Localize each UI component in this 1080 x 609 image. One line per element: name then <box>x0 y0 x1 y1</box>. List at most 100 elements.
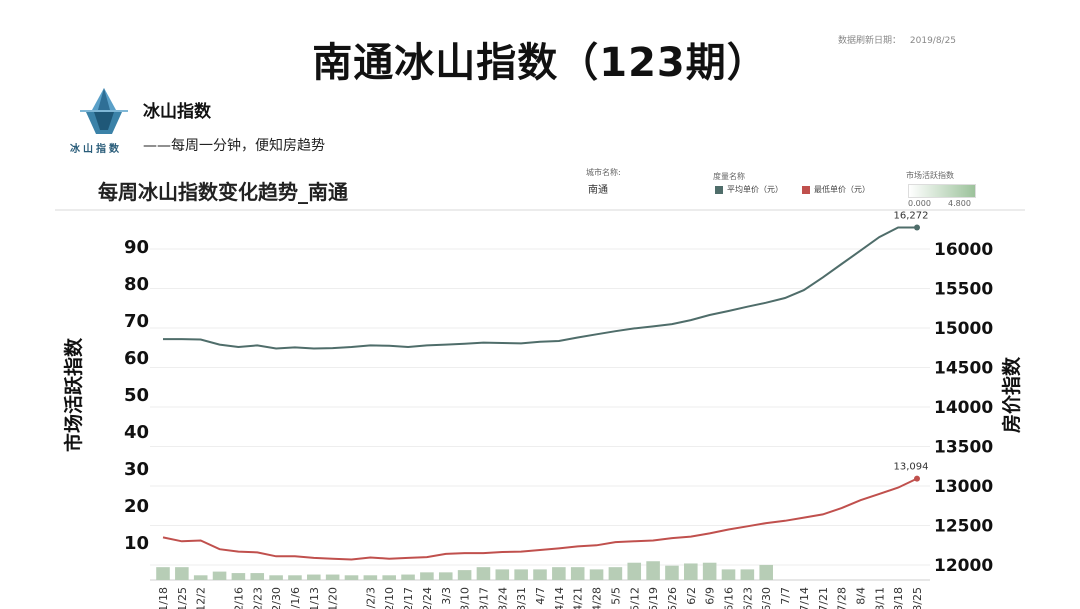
min-price-line <box>162 477 918 561</box>
left-tick-label: 80 <box>124 274 149 295</box>
x-tick-label: 2/17 <box>402 587 415 609</box>
activity-legend-title: 市场活跃指数 <box>906 171 954 180</box>
x-tick-label: 8/4 <box>854 587 867 605</box>
right-tick-label: 15000 <box>934 319 993 339</box>
avg-end-label: 16,272 <box>894 211 929 222</box>
measure-legend-title: 度量名称 <box>713 172 745 181</box>
legend-swatch-avg <box>715 185 723 194</box>
x-tick-label: 3/3 <box>440 587 453 605</box>
x-tick-label: 1/20 <box>327 587 340 609</box>
x-tick-label: 4/28 <box>591 587 604 609</box>
left-tick-label: 50 <box>124 385 149 406</box>
activity-color-scale <box>908 184 976 198</box>
activity-bar <box>684 563 698 580</box>
activity-bar <box>288 575 302 580</box>
right-tick-label: 12000 <box>934 556 993 576</box>
left-tick-label: 30 <box>124 459 149 480</box>
x-tick-label: 3/31 <box>515 587 528 609</box>
avg-end-point <box>914 224 920 231</box>
activity-bar <box>627 562 642 580</box>
x-tick-label: 2/10 <box>383 587 396 609</box>
x-tick-label: 0/1/13 <box>308 587 321 609</box>
activity-bar <box>570 567 585 580</box>
activity-bar <box>665 565 679 580</box>
activity-bar <box>457 570 472 580</box>
activity-bar <box>476 567 491 580</box>
activity-bar <box>175 567 189 580</box>
x-tick-label: 6/23 <box>741 587 754 609</box>
legend-item-avg[interactable]: 平均单价（元） <box>715 184 783 195</box>
activity-bar <box>269 575 283 580</box>
activity-bar <box>759 564 773 580</box>
x-tick-label: 7/21 <box>817 587 830 609</box>
x-tick-label: 12/2 <box>195 587 208 609</box>
activity-bar <box>552 567 566 580</box>
right-tick-label: 13000 <box>934 477 993 497</box>
left-tick-label: 70 <box>124 311 149 332</box>
activity-bar <box>250 573 265 580</box>
activity-bar <box>646 561 660 580</box>
activity-bars <box>156 561 773 580</box>
activity-scale-min: 0.000 <box>908 199 931 208</box>
x-tick-label: 9/2/3 <box>364 587 377 609</box>
activity-bar <box>420 572 434 580</box>
right-axis-ticks: 12000 12500 13000 13500 14000 14500 15000 15500… <box>934 240 993 576</box>
x-tick-label: 1/18 <box>157 587 170 609</box>
x-tick-label: 7/14 <box>798 587 811 609</box>
chart-title: 每周冰山指数变化趋势_南通 <box>98 180 348 204</box>
legend-label-min: 最低单价（元） <box>814 185 870 194</box>
brand-slogan: ——每周一分钟，便知房趋势 <box>143 138 325 154</box>
x-tick-label: 7/28 <box>836 587 849 609</box>
activity-bar <box>495 569 510 580</box>
x-tick-label: 6/30 <box>760 587 773 609</box>
page-title: 南通冰山指数（123期） <box>312 40 768 86</box>
left-tick-label: 90 <box>124 237 149 258</box>
x-tick-label: 5/5 <box>609 587 622 605</box>
activity-bar <box>401 574 415 580</box>
iceberg-logo-icon <box>80 88 128 134</box>
x-tick-label: 2/23 <box>251 587 264 609</box>
logo-text: 冰山指数 <box>70 144 122 155</box>
x-tick-label: 2/16 <box>232 587 245 609</box>
x-tick-label: 0/1/6 <box>289 587 302 609</box>
left-tick-label: 60 <box>124 348 149 369</box>
x-tick-label: 1/25 <box>176 587 189 609</box>
activity-bar <box>193 575 208 580</box>
x-tick-label: 4/21 <box>572 587 585 609</box>
x-tick-label: 6/2 <box>685 587 698 605</box>
refresh-date-label: 数据刷新日期： <box>838 36 902 46</box>
activity-bar <box>702 562 717 580</box>
activity-bar <box>721 569 736 580</box>
right-tick-label: 14000 <box>934 398 993 418</box>
x-axis-ticks: 1/18 1/25 12/2 2/16 2/23 2/30 0/1/6 0/1/13 1/20 9… <box>157 587 924 609</box>
x-tick-label: 3/17 <box>477 587 490 609</box>
city-filter-value[interactable]: 南通 <box>588 185 608 196</box>
brand-name: 冰山指数 <box>143 102 211 122</box>
left-axis-ticks: 10 20 30 40 50 60 70 80 90 <box>124 237 149 554</box>
x-tick-label: 3/24 <box>496 587 509 609</box>
city-filter-label: 城市名称: <box>586 168 621 177</box>
right-tick-label: 12500 <box>934 517 993 537</box>
x-tick-label: 5/26 <box>666 587 679 609</box>
activity-bar <box>438 572 453 580</box>
min-end-label: 13,094 <box>894 462 929 473</box>
x-tick-label: 8/11 <box>873 587 886 609</box>
x-tick-label: 7/7 <box>779 587 792 605</box>
activity-bar <box>533 569 547 580</box>
activity-bar <box>363 575 378 580</box>
legend-item-min[interactable]: 最低单价（元） <box>802 184 870 195</box>
x-tick-label: 4/14 <box>553 587 566 609</box>
right-tick-label: 16000 <box>934 240 993 260</box>
legend-swatch-min <box>802 185 810 194</box>
activity-bar <box>740 569 755 580</box>
x-tick-label: 8/18 <box>892 587 905 609</box>
activity-bar <box>212 571 227 580</box>
activity-bar <box>514 569 528 580</box>
activity-bar <box>307 574 321 580</box>
activity-scale-max: 4.800 <box>948 199 971 208</box>
x-tick-label: 2/30 <box>270 587 283 609</box>
right-tick-label: 15500 <box>934 280 993 300</box>
activity-bar <box>608 567 623 580</box>
activity-bar <box>589 569 604 580</box>
